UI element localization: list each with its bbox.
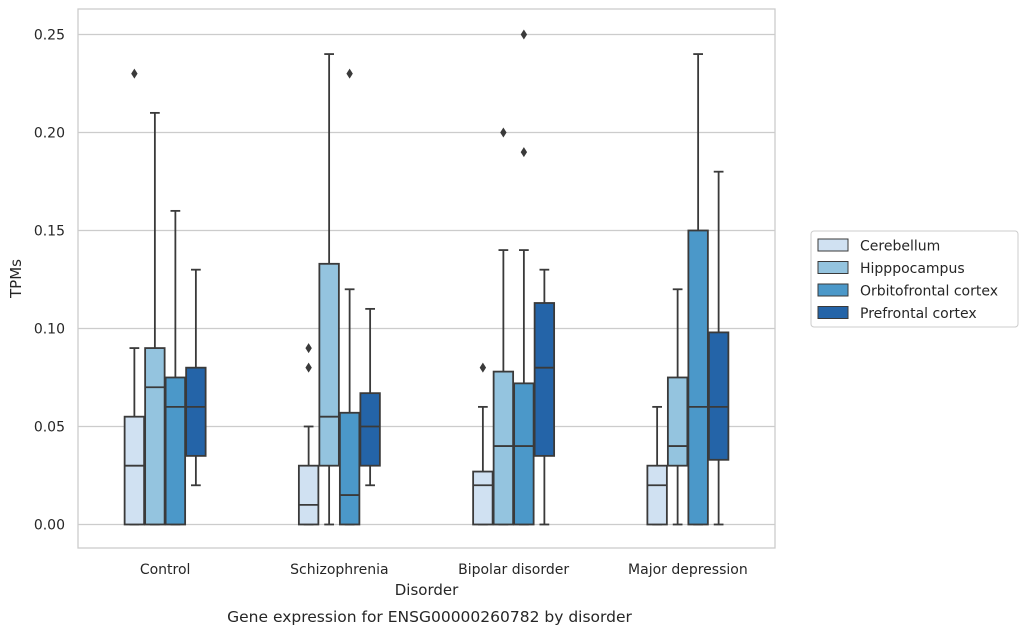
legend-swatch	[817, 261, 849, 274]
legend-swatch	[817, 238, 849, 252]
y-tick-label: 0.10	[34, 321, 65, 337]
outlier-point	[500, 127, 507, 138]
box-body	[687, 229, 709, 526]
plot-area-frame	[77, 8, 776, 549]
legend-label: Cerebellum	[860, 239, 940, 255]
legend-label: Hipppocampus	[860, 261, 965, 277]
box-orbitofrontal-cortex	[513, 29, 535, 526]
box-orbitofrontal-cortex	[338, 68, 361, 526]
x-tick-label: Control	[140, 562, 191, 578]
outlier-point	[479, 362, 487, 373]
box-cerebellum	[472, 362, 494, 526]
box-body	[338, 411, 361, 526]
box-body	[666, 376, 689, 467]
box-prefrontal-cortex	[185, 268, 207, 487]
y-axis-label: TPMs	[7, 259, 25, 299]
y-tick-label: 0.20	[34, 125, 65, 141]
x-axis-label: Disorder	[395, 581, 459, 599]
box-body	[185, 366, 207, 457]
box-prefrontal-cortex	[533, 268, 556, 526]
box-body	[318, 262, 340, 467]
box-body	[492, 370, 515, 526]
box-prefrontal-cortex	[707, 170, 730, 526]
box-body	[533, 302, 556, 457]
x-tick-label: Major depression	[628, 562, 748, 578]
box-hipppocampus	[492, 127, 515, 526]
y-tick-label: 0.00	[34, 517, 65, 533]
box-body	[707, 331, 730, 461]
legend: Cerebellum Hipppocampus Orbitofrontal cort…	[810, 230, 1019, 328]
boxes-layer	[123, 29, 730, 526]
box-cerebellum	[297, 343, 320, 526]
x-tick-label: Schizophrenia	[290, 562, 388, 578]
x-tick-label: Bipolar disorder	[458, 562, 569, 578]
box-orbitofrontal-cortex	[687, 53, 709, 526]
y-axis-ticks: 0.00 0.05 0.10 0.15 0.20 0.25	[34, 27, 65, 533]
box-hipppocampus	[666, 288, 689, 526]
outlier-point	[305, 362, 312, 373]
outlier-point	[305, 343, 312, 354]
y-tick-label: 0.05	[34, 419, 65, 435]
box-hipppocampus	[144, 111, 166, 526]
box-hipppocampus	[318, 53, 340, 526]
outlier-point	[520, 147, 528, 158]
box-body	[513, 382, 535, 526]
legend-frame	[810, 230, 1019, 328]
legend-label: Prefrontal cortex	[860, 306, 977, 322]
box-orbitofrontal-cortex	[164, 209, 187, 526]
legend-label: Orbitofrontal cortex	[860, 284, 998, 300]
box-body	[164, 376, 187, 526]
box-body	[144, 347, 166, 526]
box-body	[359, 392, 381, 467]
chart-caption: Gene expression for ENSG00000260782 by d…	[227, 608, 632, 626]
box-body	[472, 470, 494, 526]
box-body	[297, 464, 320, 526]
outlier-point	[346, 68, 353, 79]
legend-swatch	[817, 306, 849, 319]
outlier-point	[131, 68, 138, 79]
box-prefrontal-cortex	[359, 307, 381, 487]
outlier-point	[520, 29, 528, 40]
legend-swatch	[817, 283, 849, 297]
box-body	[646, 464, 668, 526]
y-tick-label: 0.15	[34, 223, 65, 239]
box-body	[123, 415, 146, 526]
y-tick-label: 0.25	[34, 27, 65, 43]
box-cerebellum	[123, 68, 146, 526]
x-axis-ticks: Control Schizophrenia Bipolar disorder Majo…	[140, 562, 748, 578]
box-cerebellum	[646, 405, 668, 526]
